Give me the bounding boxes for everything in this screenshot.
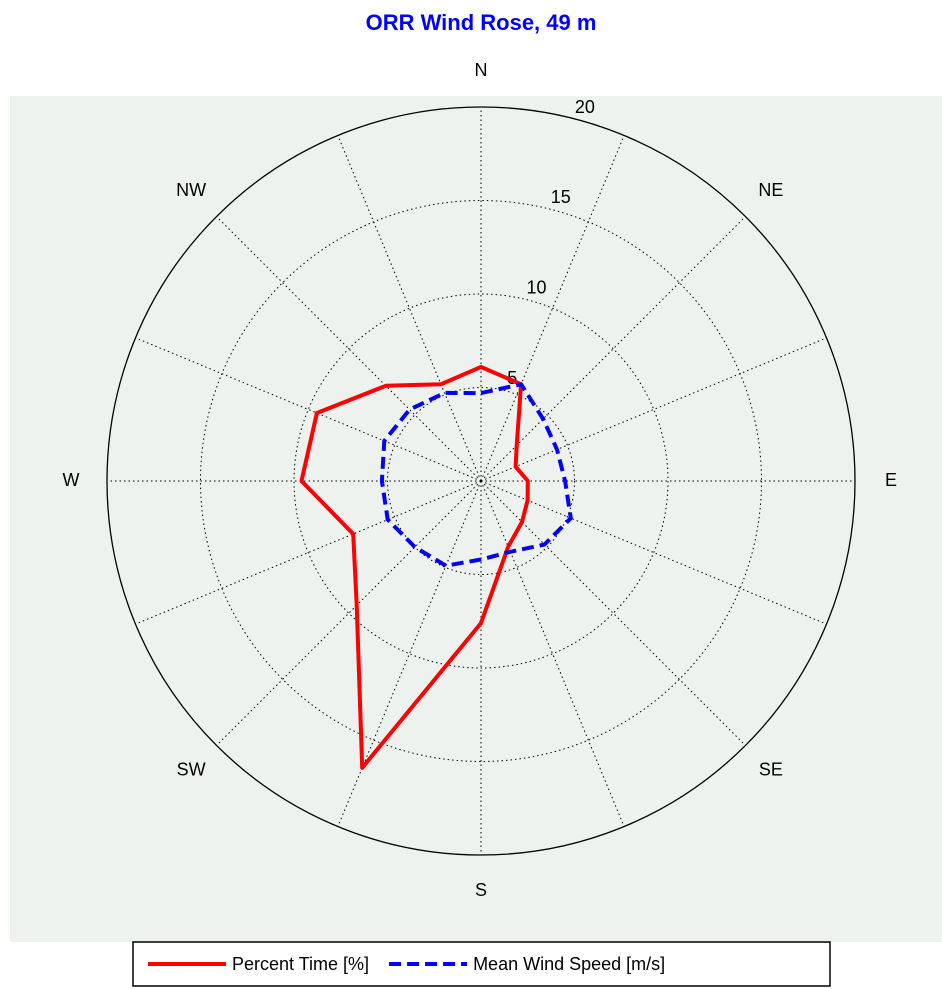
direction-label: S: [475, 880, 487, 900]
direction-label: NE: [758, 180, 783, 200]
direction-label: SW: [177, 760, 206, 780]
legend-label: Mean Wind Speed [m/s]: [473, 954, 665, 974]
plot-background: [10, 96, 942, 942]
direction-label: NW: [176, 180, 206, 200]
chart: ORR Wind Rose, 49 m 5101520NNEESESSWWNW …: [0, 0, 942, 989]
r-tick-label: 10: [526, 278, 546, 298]
direction-label: SE: [759, 760, 783, 780]
legend-label: Percent Time [%]: [232, 954, 369, 974]
r-tick-label: 15: [551, 187, 571, 207]
r-tick-label: 20: [575, 97, 595, 117]
direction-label: N: [475, 60, 488, 80]
page: ORR Wind Rose, 49 m 5101520NNEESESSWWNW …: [0, 0, 942, 989]
chart-title: ORR Wind Rose, 49 m: [366, 10, 597, 35]
direction-label: W: [63, 470, 80, 490]
direction-label: E: [885, 470, 897, 490]
